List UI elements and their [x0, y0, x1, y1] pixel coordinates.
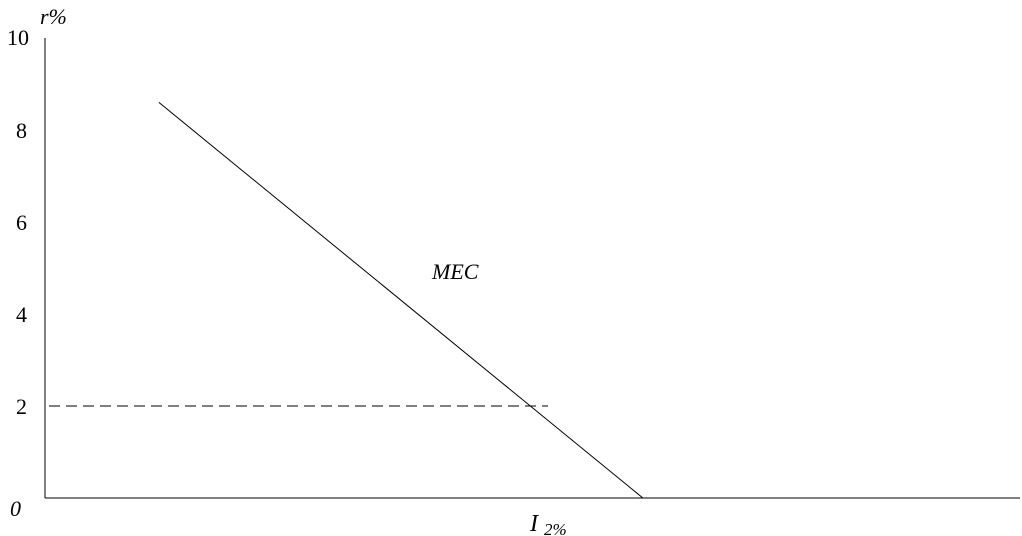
- y-tick-label-2: 2: [16, 394, 27, 419]
- x-axis-label-main: I: [529, 511, 539, 536]
- y-tick-label-8: 8: [16, 118, 27, 143]
- y-tick-labels: 0 2 4 6 8 10: [7, 25, 29, 521]
- y-axis-label: r%: [40, 4, 67, 29]
- mec-line: [158, 102, 644, 499]
- y-tick-label-10: 10: [7, 25, 29, 50]
- x-axis-label-sub: 2%: [544, 520, 567, 536]
- y-tick-label-6: 6: [16, 210, 27, 235]
- mec-annotation: MEC: [431, 259, 479, 284]
- y-tick-label-4: 4: [16, 302, 27, 327]
- y-tick-label-0: 0: [10, 496, 21, 521]
- x-axis-label: I 2%: [529, 511, 567, 536]
